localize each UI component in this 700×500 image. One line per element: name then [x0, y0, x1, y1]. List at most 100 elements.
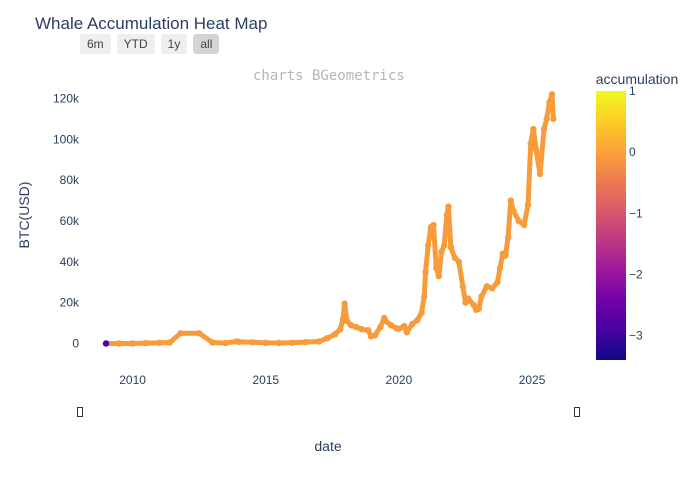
- data-point: [382, 317, 389, 325]
- data-point: [455, 258, 463, 266]
- data-point: [166, 339, 174, 346]
- data-point: [116, 340, 123, 347]
- data-point: [403, 329, 411, 336]
- y-tick-label: 40k: [60, 255, 80, 269]
- data-point: [249, 339, 256, 346]
- data-point: [488, 285, 496, 292]
- data-point: [546, 99, 553, 106]
- data-point: [315, 338, 323, 345]
- data-point: [358, 325, 365, 333]
- data-point: [527, 140, 534, 147]
- data-point: [414, 316, 421, 324]
- x-axis: 2010 2015 2020 2025: [119, 373, 545, 387]
- data-point: [331, 331, 339, 338]
- data-point: [504, 234, 512, 241]
- y-tick-label: 120k: [53, 91, 80, 105]
- range-button-6m[interactable]: 6m: [80, 34, 111, 54]
- series-trace: [103, 91, 556, 346]
- data-point: [530, 125, 537, 133]
- data-point: [395, 325, 403, 332]
- data-point: [343, 317, 351, 325]
- data-point: [421, 293, 428, 300]
- data-point: [494, 279, 501, 286]
- data-point: [289, 339, 296, 346]
- data-point: [520, 221, 528, 229]
- data-point: [550, 115, 557, 123]
- data-point: [536, 170, 544, 178]
- data-point: [302, 338, 309, 346]
- data-point: [524, 201, 532, 208]
- data-point: [515, 217, 522, 225]
- data-point: [323, 335, 331, 342]
- x-tick-label: 2025: [519, 373, 546, 387]
- data-point: [347, 321, 355, 329]
- data-point: [496, 264, 504, 272]
- data-point: [435, 272, 443, 280]
- data-point: [507, 197, 514, 204]
- y-axis: 0 20k 40k 60k 80k 100k 120k: [53, 91, 80, 350]
- data-point: [195, 330, 203, 337]
- colorbar-title: accumulation: [596, 71, 679, 87]
- data-point: [532, 146, 540, 153]
- data-point: [418, 309, 425, 317]
- data-point: [262, 339, 269, 347]
- y-tick-label: 20k: [60, 296, 80, 310]
- data-point: [142, 339, 150, 347]
- range-selector: 6m YTD 1y all: [80, 34, 220, 54]
- data-point: [470, 301, 477, 308]
- data-point: [371, 332, 379, 339]
- range-slider-right-handle[interactable]: [574, 407, 580, 417]
- x-tick-label: 2010: [119, 373, 146, 387]
- data-point: [401, 322, 408, 330]
- x-tick-label: 2015: [252, 373, 279, 387]
- chart-title: Whale Accumulation Heat Map: [35, 14, 268, 33]
- data-point: [483, 283, 490, 290]
- y-tick-label: 0: [72, 336, 79, 350]
- range-slider-left-handle[interactable]: [77, 407, 83, 417]
- data-point: [445, 203, 452, 210]
- colorbar-ticks: 1 0 −1 −2 −3: [629, 84, 643, 343]
- colorbar-tick-label: 0: [629, 145, 636, 159]
- colorbar-tick-label: −1: [629, 206, 643, 220]
- data-point: [475, 305, 483, 312]
- data-point: [438, 248, 445, 255]
- data-point: [430, 221, 437, 229]
- data-point: [478, 293, 485, 300]
- y-tick-label: 80k: [60, 173, 80, 187]
- data-point: [353, 323, 360, 331]
- data-point: [377, 323, 384, 331]
- range-button-ytd[interactable]: YTD: [116, 34, 155, 54]
- data-point: [129, 340, 136, 347]
- colorbar-tick-label: −2: [629, 267, 643, 281]
- x-axis-title: date: [314, 438, 341, 454]
- data-point: [222, 339, 230, 347]
- data-point: [502, 252, 509, 259]
- data-point: [548, 91, 556, 98]
- data-point: [156, 339, 163, 347]
- data-point: [365, 327, 372, 334]
- data-point: [387, 321, 395, 329]
- data-point: [177, 330, 184, 337]
- data-point: [443, 211, 451, 219]
- range-button-1y[interactable]: 1y: [160, 34, 188, 54]
- data-point: [510, 207, 517, 214]
- series-layer: [102, 91, 557, 347]
- watermark: charts BGeometrics: [253, 68, 405, 84]
- data-point: [235, 338, 243, 346]
- data-point: [341, 300, 348, 307]
- colorbar-tick-label: 1: [629, 84, 636, 98]
- data-point: [409, 320, 416, 328]
- data-point: [422, 268, 429, 276]
- colorbar-tick-label: −3: [629, 329, 643, 343]
- data-point: [425, 242, 432, 249]
- data-point: [543, 115, 550, 123]
- data-point: [464, 295, 472, 302]
- data-point: [447, 244, 455, 251]
- data-point: [440, 242, 448, 249]
- y-tick-label: 100k: [53, 132, 80, 146]
- colorbar: [596, 91, 626, 360]
- range-button-all[interactable]: all: [193, 34, 220, 54]
- data-point: [451, 254, 459, 261]
- data-point: [337, 325, 344, 333]
